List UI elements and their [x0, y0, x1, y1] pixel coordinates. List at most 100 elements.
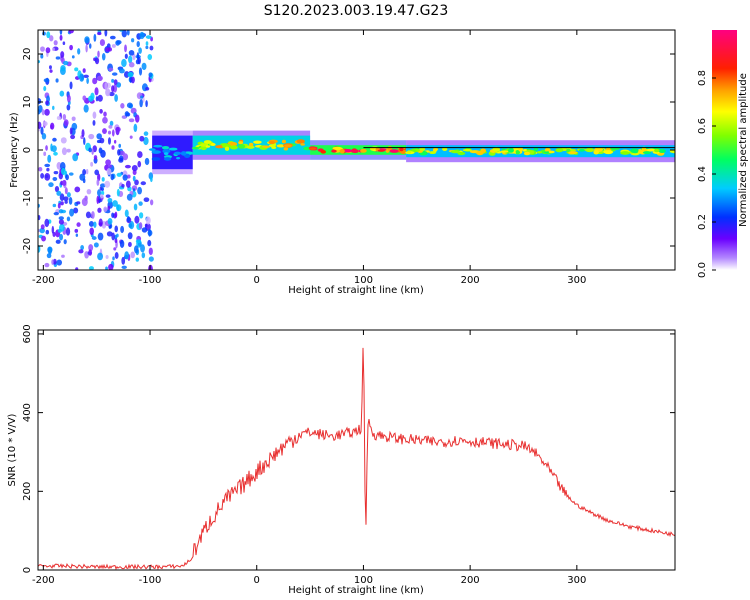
spectrogram-noise-blob: [101, 177, 105, 182]
spectrogram-noise-blob: [93, 33, 97, 42]
spectrogram-noise-blob: [58, 209, 64, 214]
spectrogram-noise-blob: [122, 174, 128, 181]
spectrogram-noise-blob: [111, 85, 115, 93]
spectrogram-x-ticks: -200 -100 0 100 200 300: [32, 30, 586, 286]
spectrogram-noise-blob: [105, 159, 111, 166]
spectrogram-noise-blob: [69, 44, 73, 51]
spectrogram-noise-blob: [136, 41, 140, 48]
spectrogram-noise-blob: [144, 157, 150, 166]
spectrogram-noise-blob: [145, 35, 152, 39]
spectrogram-peak: [515, 149, 521, 155]
spectrogram-noise-blob: [126, 193, 133, 201]
spectrogram-peak: [377, 149, 385, 152]
spectrogram-noise-blob: [97, 232, 104, 241]
spectrogram-noise-blob: [40, 126, 44, 135]
spectrogram-peak: [168, 147, 178, 151]
spectrogram-noise-blob: [72, 153, 79, 162]
snr-x-ticks: -200 -100 0 100 200 300: [32, 330, 586, 586]
spectrogram-noise-blob: [126, 102, 133, 109]
spectrogram-peak: [268, 140, 276, 145]
spectrogram-noise-blob: [68, 30, 74, 34]
spectrogram-noise-blob: [56, 116, 62, 120]
spectrogram-noise-blob: [116, 82, 122, 88]
spectrogram-noise-blob: [60, 65, 66, 72]
spectrogram-noise-blob: [114, 238, 118, 243]
spectrogram-noise-blob: [106, 231, 113, 237]
y-tick-label: -20: [22, 238, 33, 254]
spectrogram-peak: [500, 150, 509, 153]
spectrogram-noise-blob: [88, 266, 94, 270]
spectrogram-noise-blob: [122, 153, 129, 161]
spectrogram-noise-blob: [40, 46, 45, 52]
spectrogram-noise-blob: [74, 186, 81, 193]
spectrogram-noise-blob: [38, 167, 43, 172]
spectrogram-noise-blob: [78, 249, 84, 254]
spectrogram-peak: [642, 151, 651, 155]
spectrogram-noise-blob: [66, 104, 71, 111]
spectrogram-peak: [262, 145, 271, 149]
spectrogram-noise-blob: [59, 34, 63, 41]
spectrogram-noise-blob: [148, 247, 153, 256]
spectrogram-peak: [283, 147, 289, 151]
spectrogram-noise-blob: [131, 38, 135, 43]
spectrogram-noise-blob: [66, 216, 71, 222]
spectrogram-noise-blob: [111, 145, 115, 150]
spectrogram-noise-blob: [59, 233, 64, 241]
spectrogram-noise-blob: [44, 173, 51, 181]
spectrogram-noise-blob: [150, 199, 154, 206]
spectrogram-noise-blob: [138, 67, 143, 76]
spectrogram-noise-blob: [102, 116, 108, 124]
spectrogram-peak: [548, 150, 555, 154]
spectrogram-noise-blob: [126, 174, 131, 179]
spectrogram-noise-blob: [85, 44, 88, 53]
spectrogram-peak: [389, 149, 399, 153]
spectrogram-noise-blob: [58, 219, 64, 225]
spectrogram-noise-blob: [143, 197, 150, 203]
x-tick-label: -200: [32, 275, 55, 286]
spectrogram-noise-blob: [60, 201, 64, 206]
spectrogram-noise-blob: [49, 35, 54, 42]
spectrogram-noise-blob: [53, 171, 59, 175]
spectrogram-noise-blob: [126, 216, 131, 223]
spectrogram-noise-blob: [97, 75, 103, 81]
spectrogram-noise-blob: [83, 74, 89, 79]
spectrogram-noise-blob: [51, 225, 55, 234]
spectrogram-noise-blob: [105, 194, 111, 198]
spectrogram-peak: [579, 148, 585, 152]
spectrogram-peak: [221, 143, 231, 149]
spectrogram-noise-blob: [58, 216, 64, 221]
spectrogram-noise-blob: [139, 135, 145, 142]
snr-y-ticks: 0 200 400 600: [22, 324, 675, 573]
spectrogram-noise-blob: [116, 233, 119, 238]
spectrogram-noise-blob: [94, 57, 100, 65]
spectrogram-noise-blob: [91, 211, 95, 219]
spectrogram-peak: [429, 151, 437, 155]
spectrogram-noise-blob: [66, 192, 71, 198]
spectrogram-noise-blob: [55, 78, 59, 83]
spectrogram-noise-blob: [52, 176, 58, 181]
spectrogram-noise-blob: [124, 53, 128, 59]
spectrogram-noise-blob: [88, 249, 93, 256]
spectrogram-peak: [568, 151, 578, 155]
spectrogram-noise-blob: [120, 225, 125, 234]
spectrogram-peak: [555, 148, 564, 153]
spectrogram-peak: [544, 147, 551, 152]
x-tick-label: -100: [139, 575, 162, 586]
spectrogram-peak: [151, 157, 161, 161]
spectrogram-noise-blob: [105, 266, 108, 270]
spectrogram-peak: [620, 151, 630, 155]
spectrogram-noise-blob: [74, 228, 79, 233]
spectrogram-noise-blob: [97, 94, 103, 102]
spectrogram-noise-blob: [64, 200, 68, 204]
spectrogram-peak: [442, 147, 448, 152]
spectrogram-noise-blob: [107, 197, 113, 203]
spectrogram-peak: [281, 139, 287, 144]
spectrogram-noise-blob: [89, 43, 92, 49]
spectrogram-noise-blob: [51, 259, 54, 265]
spectrogram-peak: [276, 144, 286, 148]
spectrogram-noise-blob: [60, 137, 67, 144]
spectrogram-noise-blob: [90, 161, 94, 167]
spectrogram-noise-blob: [45, 145, 48, 151]
spectrogram-noise-blob: [65, 227, 71, 236]
